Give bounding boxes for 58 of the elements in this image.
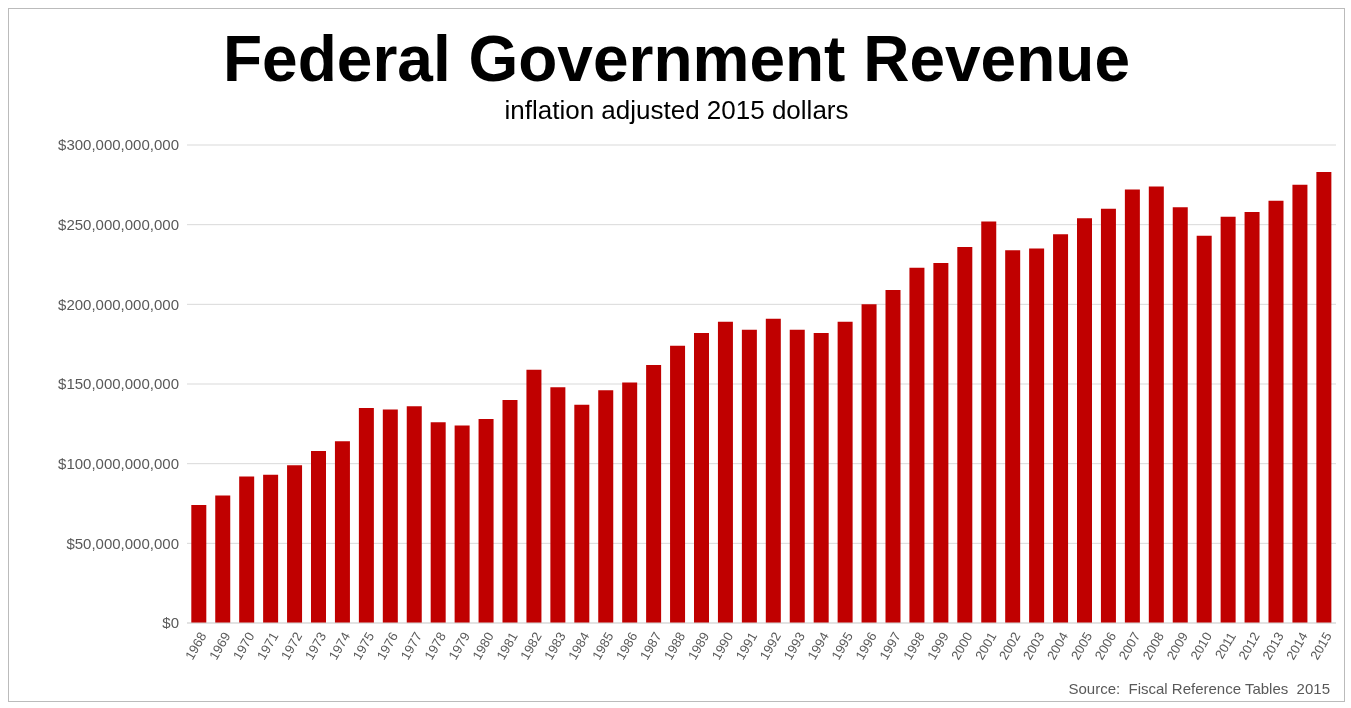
bar xyxy=(1100,208,1116,623)
bar xyxy=(622,382,638,623)
bar xyxy=(646,364,662,623)
bar xyxy=(1268,200,1284,623)
y-tick-label: $250,000,000,000 xyxy=(58,215,179,233)
bar xyxy=(598,390,614,623)
bar xyxy=(382,409,398,623)
bar xyxy=(1316,172,1332,623)
bar xyxy=(1053,234,1069,623)
bar xyxy=(550,387,566,623)
y-tick-label: $300,000,000,000 xyxy=(58,136,179,154)
bar xyxy=(861,304,877,623)
y-tick-label: $200,000,000,000 xyxy=(58,295,179,313)
bar xyxy=(406,406,422,623)
y-tick-label: $50,000,000,000 xyxy=(66,534,179,552)
bar xyxy=(933,262,949,623)
bar xyxy=(957,246,973,623)
bar xyxy=(334,441,350,623)
bar xyxy=(430,422,446,623)
bar xyxy=(717,321,733,623)
bar xyxy=(215,495,231,623)
bar xyxy=(694,333,709,623)
bar xyxy=(1029,248,1045,623)
bar xyxy=(287,465,303,623)
bar xyxy=(789,329,805,623)
chart-subtitle: inflation adjusted 2015 dollars xyxy=(503,95,850,125)
y-tick-label: $0 xyxy=(162,614,179,632)
bar xyxy=(191,505,207,623)
bar xyxy=(1220,216,1236,623)
bar xyxy=(1172,207,1188,623)
bar xyxy=(478,419,494,623)
bar xyxy=(502,399,518,623)
y-tick-label: $150,000,000,000 xyxy=(58,375,179,393)
bar xyxy=(526,369,542,623)
bar xyxy=(1077,218,1092,623)
bar xyxy=(1244,211,1260,623)
bar xyxy=(1005,250,1021,623)
bar xyxy=(741,329,757,623)
bar xyxy=(837,321,853,623)
source-note: Source: Fiscal Reference Tables 2015 xyxy=(1068,680,1330,697)
bar xyxy=(1148,186,1164,623)
bar xyxy=(670,345,686,623)
bar xyxy=(454,425,470,623)
bar xyxy=(813,333,829,623)
chart-title: Federal Government Revenue xyxy=(222,23,1131,95)
bar xyxy=(574,404,590,623)
bar xyxy=(1196,235,1212,623)
bar xyxy=(1124,189,1140,623)
bar xyxy=(981,221,997,623)
bar xyxy=(239,476,255,623)
bar xyxy=(765,318,781,623)
bar xyxy=(1292,184,1308,623)
bar xyxy=(909,267,925,623)
bar xyxy=(358,407,374,623)
bar xyxy=(263,474,279,623)
y-tick-label: $100,000,000,000 xyxy=(58,454,179,472)
bar xyxy=(311,450,326,623)
bar xyxy=(885,289,901,623)
